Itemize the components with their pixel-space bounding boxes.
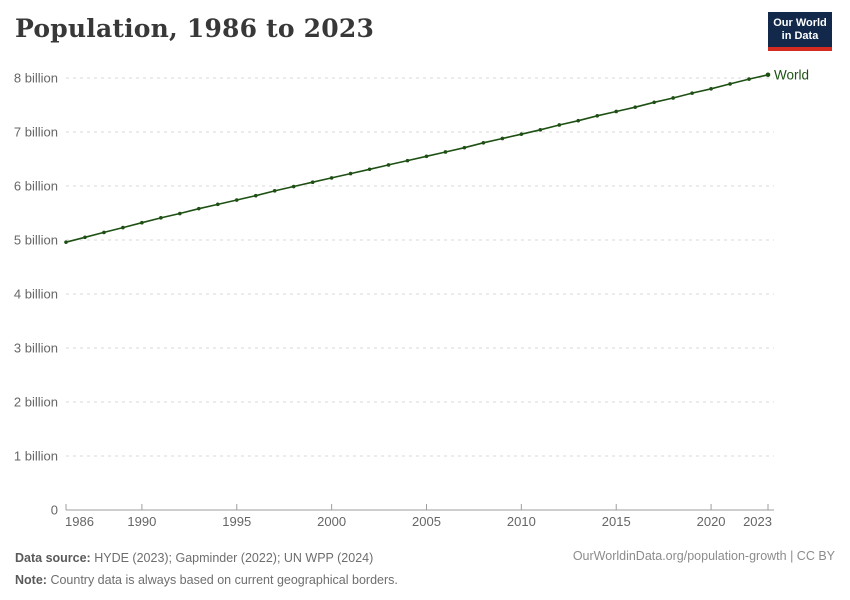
data-point[interactable]: [310, 180, 315, 185]
data-point[interactable]: [614, 109, 619, 114]
data-point[interactable]: [140, 220, 144, 225]
data-point[interactable]: [386, 163, 391, 167]
series-line-world[interactable]: [65, 74, 769, 243]
data-point[interactable]: [424, 154, 429, 159]
data-source-line: Data source: HYDE (2023); Gapminder (202…: [15, 547, 398, 569]
x-tick-label: 2000: [317, 514, 346, 529]
data-point[interactable]: [671, 96, 675, 100]
data-point[interactable]: [405, 158, 410, 163]
y-tick-label: 7 billion: [14, 125, 58, 140]
note-label: Note:: [15, 573, 47, 587]
data-point[interactable]: [728, 82, 732, 86]
x-tick-label: 1990: [127, 514, 156, 529]
data-point[interactable]: [747, 77, 751, 81]
data-point[interactable]: [765, 72, 771, 78]
y-tick-label: 4 billion: [14, 287, 58, 302]
chart-footer: Data source: HYDE (2023); Gapminder (202…: [15, 547, 398, 591]
x-tick-label: 2010: [507, 514, 536, 529]
data-point[interactable]: [291, 184, 296, 189]
data-point[interactable]: [481, 141, 486, 145]
data-point[interactable]: [64, 240, 68, 244]
x-tick-label: 2015: [602, 514, 631, 529]
y-tick-label: 2 billion: [14, 395, 58, 410]
data-point[interactable]: [234, 198, 239, 202]
data-point[interactable]: [595, 114, 600, 118]
data-point[interactable]: [576, 118, 581, 123]
data-point[interactable]: [538, 128, 543, 132]
data-point[interactable]: [652, 100, 656, 105]
note-text: Country data is always based on current …: [50, 573, 398, 587]
data-point[interactable]: [215, 202, 220, 207]
series-label-world: World: [774, 67, 809, 82]
y-tick-label: 1 billion: [14, 449, 58, 464]
data-point[interactable]: [709, 87, 713, 91]
data-point[interactable]: [690, 91, 694, 95]
data-point[interactable]: [159, 216, 163, 220]
y-tick-label: 3 billion: [14, 341, 58, 356]
data-point[interactable]: [272, 189, 277, 193]
x-tick-label: 1995: [222, 514, 251, 529]
data-point[interactable]: [367, 167, 372, 172]
data-point[interactable]: [500, 136, 505, 141]
data-point[interactable]: [121, 225, 125, 230]
y-tick-label: 0: [51, 503, 58, 518]
data-point[interactable]: [557, 123, 562, 127]
data-point[interactable]: [519, 132, 524, 136]
data-point[interactable]: [443, 150, 448, 154]
data-point[interactable]: [102, 230, 106, 235]
x-tick-label: 2005: [412, 514, 441, 529]
owid-logo[interactable]: Our World in Data: [768, 12, 832, 51]
data-source-label: Data source:: [15, 551, 91, 565]
data-point[interactable]: [633, 105, 637, 109]
y-tick-label: 8 billion: [14, 71, 58, 86]
data-point[interactable]: [197, 206, 201, 211]
data-point[interactable]: [83, 235, 87, 240]
note-line: Note: Country data is always based on cu…: [15, 569, 398, 591]
owid-logo-line2: in Data: [781, 30, 819, 42]
x-tick-label: 2023: [743, 514, 772, 529]
attribution-text: OurWorldinData.org/population-growth | C…: [572, 549, 835, 563]
y-tick-label: 5 billion: [14, 233, 58, 248]
x-tick-label: 1986: [65, 514, 94, 529]
page-title: Population, 1986 to 2023: [15, 14, 375, 43]
data-point[interactable]: [178, 211, 182, 216]
data-source-text: HYDE (2023); Gapminder (2022); UN WPP (2…: [94, 551, 374, 565]
data-point[interactable]: [329, 176, 334, 180]
data-point[interactable]: [253, 193, 258, 198]
owid-logo-line1: Our World: [773, 17, 827, 29]
x-tick-label: 2020: [697, 514, 726, 529]
data-point[interactable]: [348, 171, 353, 176]
data-point[interactable]: [462, 145, 467, 150]
y-tick-label: 6 billion: [14, 179, 58, 194]
